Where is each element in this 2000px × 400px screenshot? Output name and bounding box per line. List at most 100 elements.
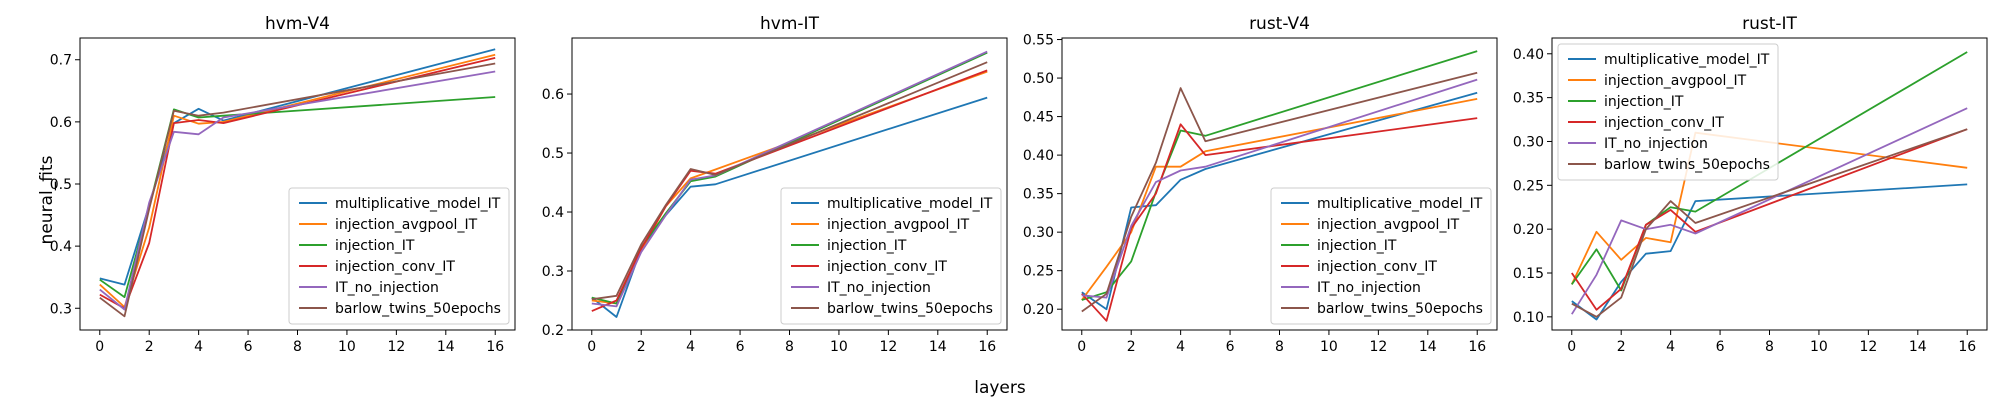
x-tick-label: 8 <box>1765 339 1774 355</box>
series-line-barlow_twins_50epochs <box>99 62 496 318</box>
x-tick-label: 2 <box>1127 339 1136 355</box>
x-tick-label: 12 <box>1859 339 1877 355</box>
series-line-barlow_twins_50epochs <box>1081 71 1478 313</box>
legend-entry: IT_no_injection <box>335 280 439 296</box>
y-tick-label: 0.5 <box>50 177 72 193</box>
x-tick-label: 12 <box>879 339 897 355</box>
y-tick-label: 0.7 <box>50 53 72 69</box>
x-tick-label: 6 <box>1716 339 1725 355</box>
x-tick-label: 10 <box>1320 339 1338 355</box>
x-tick-label: 6 <box>736 339 745 355</box>
x-tick-label: 10 <box>830 339 848 355</box>
legend-entry: multiplicative_model_IT <box>1317 196 1483 212</box>
y-tick-label: 0.2 <box>542 323 564 339</box>
legend-entry: injection_avgpool_IT <box>1604 73 1747 89</box>
y-tick-label: 0.40 <box>1023 148 1054 164</box>
legend-entry: injection_avgpool_IT <box>1317 217 1460 233</box>
chart-panel-rust-V4: rust-V4 0 2 4 6 8 10 12 14 16 0.20 0.25 0.30 0.35 0.40… <box>1023 14 1498 355</box>
legend: multiplicative_model_IT injection_avgpool… <box>780 187 1002 325</box>
y-tick-label: 0.15 <box>1513 266 1544 282</box>
legend-entry: barlow_twins_50epochs <box>1317 301 1483 317</box>
x-tick-label: 8 <box>293 339 302 355</box>
x-tick-label: 8 <box>785 339 794 355</box>
y-tick-label: 0.40 <box>1513 47 1544 63</box>
figure-xlabel: layers <box>974 378 1026 398</box>
legend-entry: multiplicative_model_IT <box>1604 52 1770 68</box>
x-tick-label: 10 <box>338 339 356 355</box>
legend: multiplicative_model_IT injection_avgpool… <box>1557 43 1779 181</box>
series-line-IT_no_injection <box>1081 78 1478 299</box>
series-line-multiplicative_model_IT <box>1081 91 1478 311</box>
series-line-injection_IT <box>99 96 496 299</box>
x-tick-label: 4 <box>194 339 203 355</box>
legend-entry: injection_IT <box>1604 94 1684 110</box>
legend-entry: IT_no_injection <box>827 280 931 296</box>
series-line-injection_conv_IT <box>1571 128 1968 311</box>
x-tick-label: 14 <box>929 339 947 355</box>
x-tick-label: 12 <box>1369 339 1387 355</box>
chart-title: rust-V4 <box>1249 14 1310 34</box>
x-tick-label: 0 <box>95 339 104 355</box>
y-tick-label: 0.10 <box>1513 310 1544 326</box>
x-tick-label: 2 <box>145 339 154 355</box>
legend-entry: injection_conv_IT <box>1604 115 1724 131</box>
y-tick-label: 0.25 <box>1513 178 1544 194</box>
x-tick-label: 10 <box>1810 339 1828 355</box>
y-tick-label: 0.30 <box>1513 134 1544 150</box>
y-tick-label: 0.35 <box>1513 91 1544 107</box>
x-tick-label: 6 <box>244 339 253 355</box>
legend-entry: multiplicative_model_IT <box>335 196 501 212</box>
y-tick-label: 0.50 <box>1023 71 1054 87</box>
legend-entry: injection_conv_IT <box>1317 259 1437 275</box>
legend: multiplicative_model_IT injection_avgpool… <box>1270 187 1492 325</box>
x-tick-label: 14 <box>437 339 455 355</box>
legend-entry: injection_avgpool_IT <box>827 217 970 233</box>
x-tick-label: 16 <box>1468 339 1486 355</box>
y-tick-label: 0.4 <box>542 205 564 221</box>
legend-entry: barlow_twins_50epochs <box>1604 157 1770 173</box>
figure-ylabel: neural_fits <box>37 155 57 244</box>
x-tick-label: 8 <box>1275 339 1284 355</box>
axes-frame <box>1061 37 1498 331</box>
legend-entry: barlow_twins_50epochs <box>335 301 501 317</box>
legend-entry: IT_no_injection <box>1317 280 1421 296</box>
x-tick-label: 0 <box>1567 339 1576 355</box>
axes-frame <box>79 37 516 331</box>
axes-frame <box>1551 37 1988 331</box>
legend-box <box>780 187 1002 325</box>
chart-title: hvm-V4 <box>265 14 330 34</box>
series-line-barlow_twins_50epochs <box>591 61 988 301</box>
x-tick-label: 2 <box>1617 339 1626 355</box>
y-tick-label: 0.6 <box>50 115 72 131</box>
chart-panel-hvm-V4: hvm-V4 0 2 4 6 8 10 12 14 16 0.3 0.4 0.5 0.6 0.7 multip… <box>50 14 516 355</box>
x-tick-label: 16 <box>1958 339 1976 355</box>
series-line-injection_IT <box>591 51 988 305</box>
y-tick-label: 0.6 <box>542 87 564 103</box>
legend-entry: injection_IT <box>1317 238 1397 254</box>
legend-box <box>1557 43 1779 181</box>
legend-entry: injection_conv_IT <box>827 259 947 275</box>
x-tick-label: 6 <box>1226 339 1235 355</box>
x-tick-label: 16 <box>978 339 996 355</box>
y-tick-label: 0.35 <box>1023 187 1054 203</box>
x-tick-label: 16 <box>486 339 504 355</box>
series-line-multiplicative_model_IT <box>1571 183 1968 321</box>
chart-title: hvm-IT <box>760 14 820 34</box>
x-tick-label: 14 <box>1419 339 1437 355</box>
legend-box <box>288 187 510 325</box>
series-line-injection_conv_IT <box>1081 117 1478 322</box>
y-tick-label: 0.5 <box>542 146 564 162</box>
chart-title: rust-IT <box>1742 14 1797 34</box>
y-tick-label: 0.20 <box>1513 222 1544 238</box>
x-tick-label: 4 <box>686 339 695 355</box>
legend-entry: injection_IT <box>827 238 907 254</box>
y-tick-label: 0.55 <box>1023 33 1054 49</box>
y-tick-label: 0.3 <box>542 264 564 280</box>
x-tick-label: 4 <box>1666 339 1675 355</box>
legend: multiplicative_model_IT injection_avgpool… <box>288 187 510 325</box>
x-tick-label: 12 <box>387 339 405 355</box>
y-tick-label: 0.20 <box>1023 302 1054 318</box>
x-tick-label: 2 <box>637 339 646 355</box>
series-line-barlow_twins_50epochs <box>1571 128 1968 318</box>
